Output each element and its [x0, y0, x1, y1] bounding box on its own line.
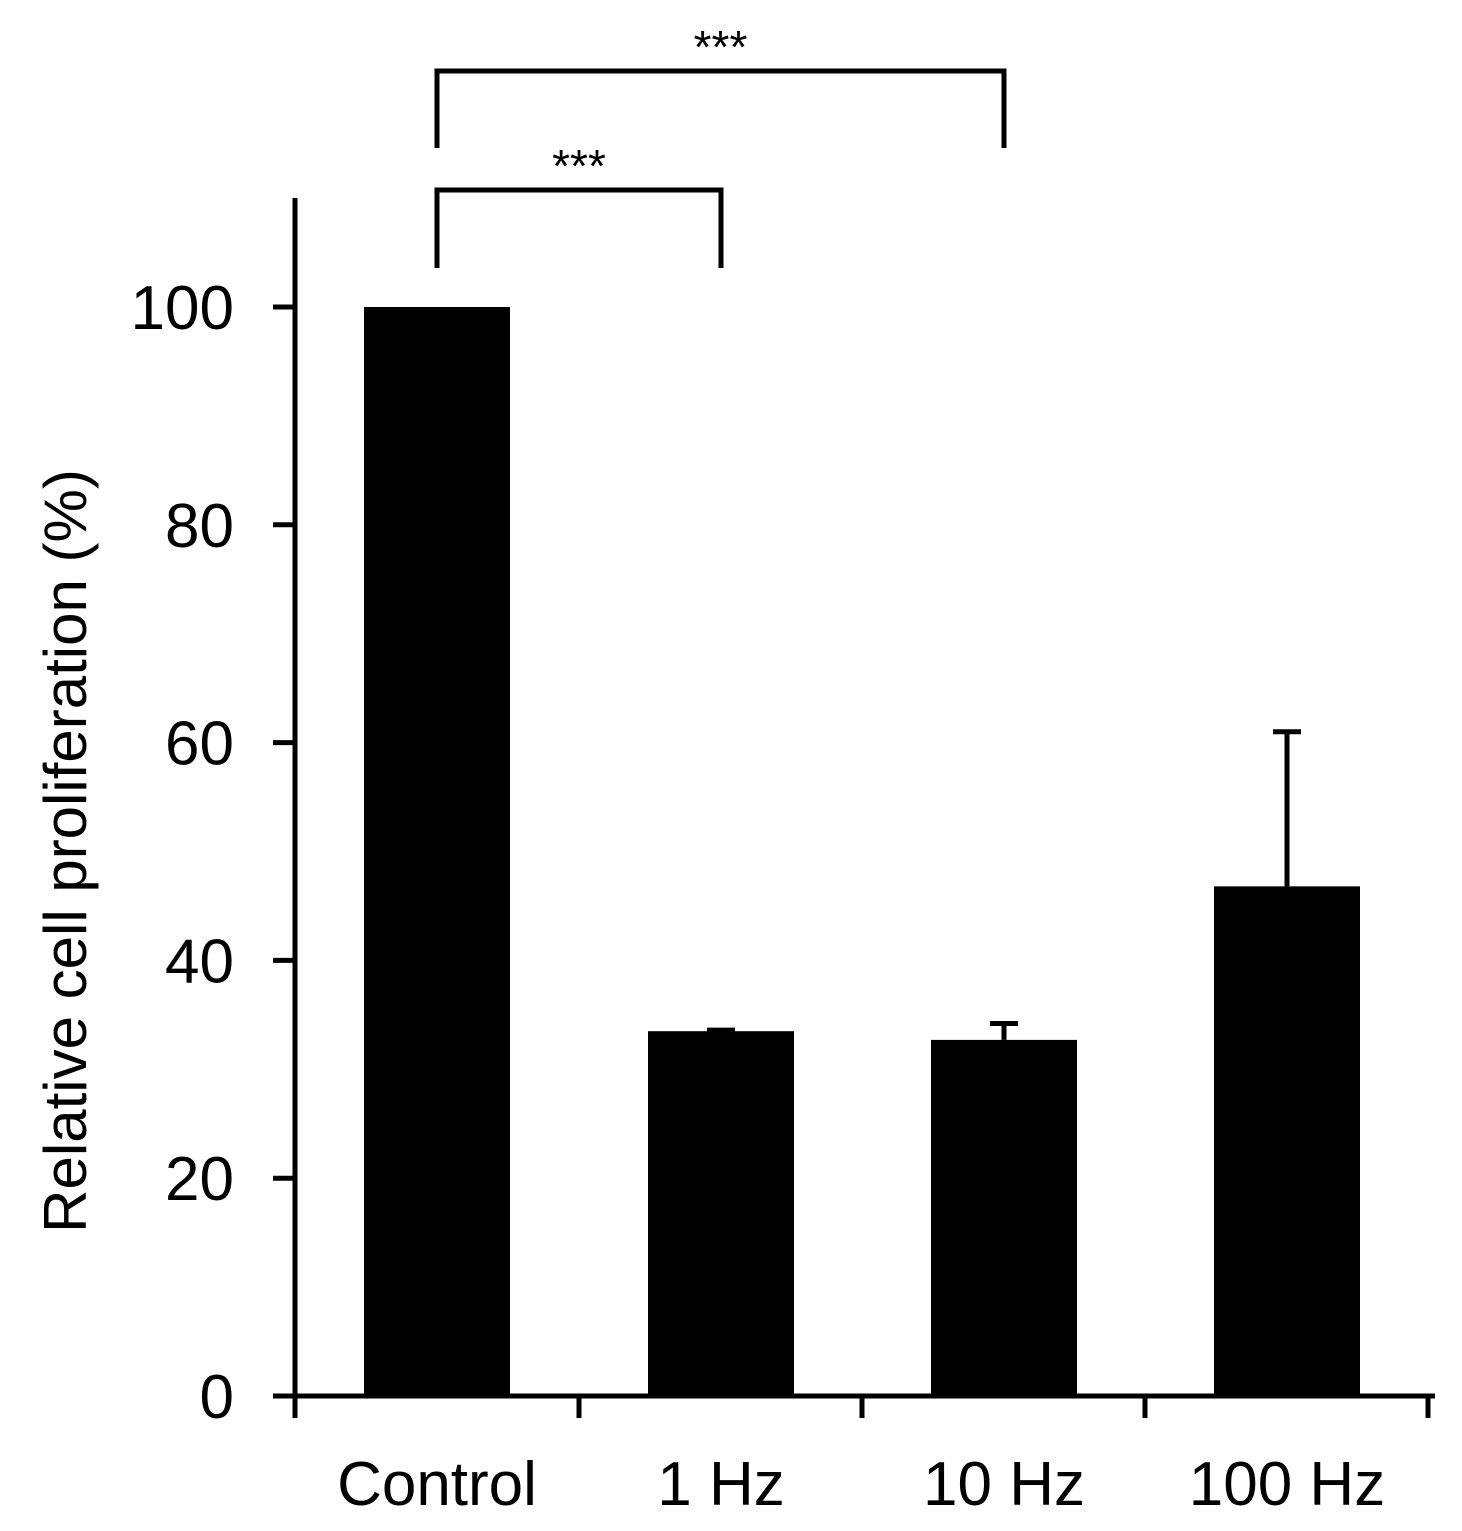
- bar: [364, 307, 510, 1396]
- y-tick-label: 100: [131, 274, 234, 343]
- y-tick-label: 20: [165, 1145, 234, 1214]
- bars: [364, 307, 1360, 1396]
- y-tick-label: 40: [165, 927, 234, 996]
- bar: [1214, 886, 1360, 1396]
- bar: [931, 1039, 1077, 1396]
- x-category-label: 100 Hz: [1189, 1450, 1385, 1519]
- x-category-label: 1 Hz: [657, 1450, 784, 1519]
- significance-label: ***: [552, 140, 606, 192]
- y-tick-label: 60: [165, 710, 234, 779]
- significance-bracket: [434, 187, 724, 268]
- significance-brackets: *** ***: [434, 21, 1007, 268]
- error-bars: [707, 729, 1301, 1040]
- significance-bracket: [434, 68, 1007, 148]
- y-ticks: 0 20 40 60 80 100: [131, 274, 295, 1432]
- y-axis-title: Relative cell proliferation (%): [32, 469, 99, 1233]
- x-category-label: 10 Hz: [923, 1450, 1085, 1519]
- bar: [648, 1031, 794, 1396]
- y-tick-label: 80: [165, 492, 234, 561]
- significance-label: ***: [694, 21, 748, 73]
- y-tick-label: 0: [200, 1363, 234, 1432]
- x-ticks: Control 1 Hz 10 Hz 100 Hz: [292, 1396, 1431, 1519]
- x-category-label: Control: [337, 1450, 537, 1519]
